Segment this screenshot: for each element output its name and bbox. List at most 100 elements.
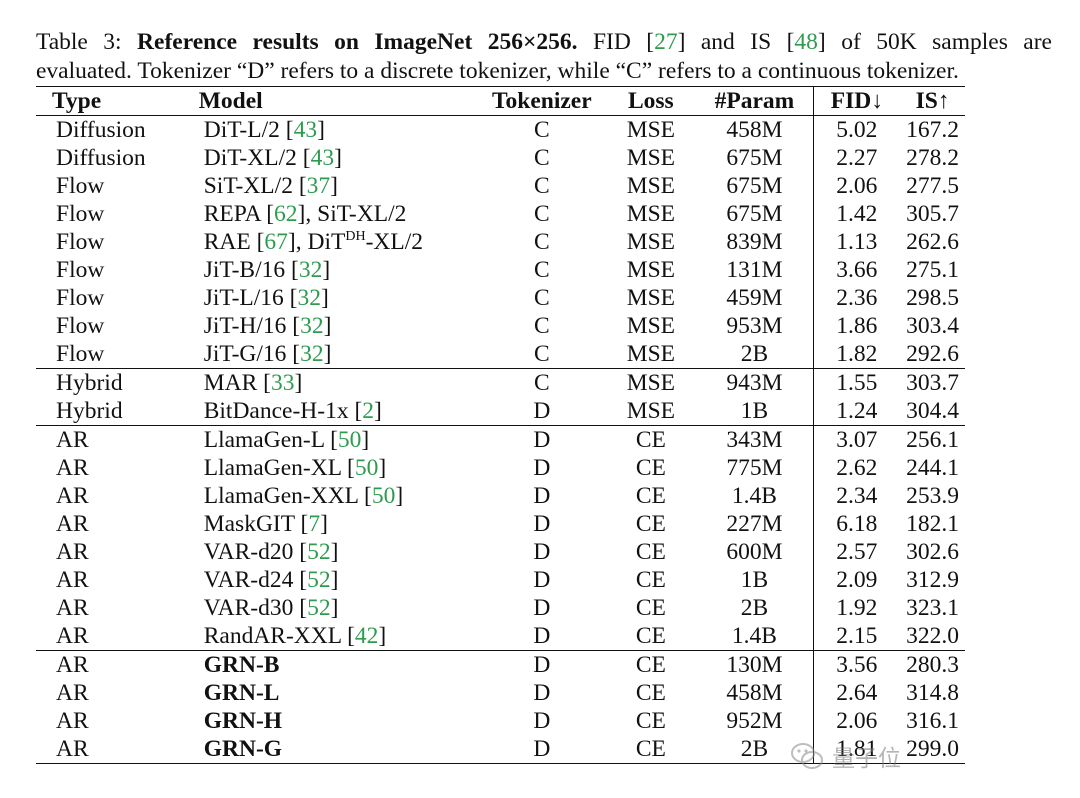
cell-is: 278.2 [900,144,965,172]
citation-link[interactable]: 50 [372,483,396,509]
model-suffix: ] [324,341,332,367]
citation-link[interactable]: 32 [299,257,323,283]
cell-is: 277.5 [900,172,965,200]
cell-type: Flow [36,312,199,340]
citation-link[interactable]: 7 [308,511,320,537]
row-group: Hybrid MAR [33] C MSE 943M 1.55 303.7 Hybrid Bit… [36,369,965,426]
header-is: IS↑ [900,87,965,116]
citation-link[interactable]: 52 [307,595,331,621]
cell-param: 1.4B [696,622,813,651]
model-name: MAR [ [204,370,271,396]
cell-type: Flow [36,340,199,369]
cell-type: AR [36,426,199,455]
cell-model: LlamaGen-XXL [50] [199,482,479,510]
cell-loss: CE [605,735,696,764]
model-name: DiT-XL/2 [ [204,145,311,171]
citation-link[interactable]: 37 [307,173,331,199]
cell-loss: MSE [605,312,696,340]
citation-link[interactable]: 2 [362,398,374,424]
citation-link[interactable]: 48 [794,29,818,55]
table-row: Flow SiT-XL/2 [37] C MSE 675M 2.06 277.5 [36,172,965,200]
cell-param: 600M [696,538,813,566]
citation-link[interactable]: 67 [264,229,288,255]
cell-is: 292.6 [900,340,965,369]
citation-link[interactable]: 32 [298,285,322,311]
cell-param: 775M [696,454,813,482]
cell-loss: MSE [605,144,696,172]
cell-loss: CE [605,538,696,566]
model-suffix: ] [334,145,342,171]
citation-link[interactable]: 33 [271,370,295,396]
cell-tokenizer: C [478,312,605,340]
cell-param: 675M [696,200,813,228]
model-name: SiT-XL/2 [ [204,173,307,199]
caption-line-2: evaluated. Tokenizer “D” refers to a dis… [36,57,1052,86]
cell-is: 299.0 [900,735,965,764]
cell-loss: MSE [605,228,696,256]
header-fid: FID↓ [813,87,900,116]
citation-link[interactable]: 52 [307,567,331,593]
cell-tokenizer: D [478,594,605,622]
citation-link[interactable]: 32 [300,313,324,339]
cell-is: 305.7 [900,200,965,228]
cell-type: Hybrid [36,397,199,426]
citation-link[interactable]: 32 [300,341,324,367]
cell-type: AR [36,566,199,594]
cell-is: 256.1 [900,426,965,455]
cell-is: 304.4 [900,397,965,426]
cell-is: 314.8 [900,679,965,707]
cell-model: DiT-XL/2 [43] [199,144,479,172]
cell-model: VAR-d30 [52] [199,594,479,622]
model-name: LlamaGen-L [ [204,427,338,453]
cell-param: 953M [696,312,813,340]
citation-link[interactable]: 43 [294,117,318,143]
cell-loss: CE [605,594,696,622]
cell-loss: CE [605,510,696,538]
table-header: Type Model Tokenizer Loss #Param FID↓ IS… [36,87,965,116]
citation-link[interactable]: 52 [307,539,331,565]
cell-fid: 6.18 [813,510,900,538]
caption-text: FID [ [578,29,655,55]
citation-link[interactable]: 43 [311,145,335,171]
cell-fid: 3.07 [813,426,900,455]
cell-fid: 2.34 [813,482,900,510]
cell-loss: CE [605,651,696,680]
citation-link[interactable]: 50 [355,455,379,481]
cell-type: AR [36,510,199,538]
cell-loss: CE [605,622,696,651]
cell-is: 298.5 [900,284,965,312]
cell-model: REPA [62], SiT-XL/2 [199,200,479,228]
model-suffix: ] [331,539,339,565]
citation-link[interactable]: 62 [274,201,298,227]
citation-link[interactable]: 50 [338,427,362,453]
header-loss: Loss [605,87,696,116]
cell-param: 675M [696,172,813,200]
cell-fid: 1.55 [813,369,900,398]
cell-tokenizer: D [478,651,605,680]
model-name: REPA [ [204,201,274,227]
cell-tokenizer: D [478,735,605,764]
table-row: Flow REPA [62], SiT-XL/2 C MSE 675M 1.42 305.7 [36,200,965,228]
cell-tokenizer: C [478,144,605,172]
model-suffix: ] [322,257,330,283]
cell-param: 458M [696,679,813,707]
cell-is: 303.7 [900,369,965,398]
wechat-icon [790,739,824,773]
citation-link[interactable]: 42 [355,623,379,649]
cell-type: AR [36,651,199,680]
model-suffix: ] [320,511,328,537]
model-suffix: ], DiT [288,229,345,255]
model-name: RAE [ [204,229,265,255]
citation-link[interactable]: 27 [654,29,678,55]
cell-model: LlamaGen-XL [50] [199,454,479,482]
cell-is: 312.9 [900,566,965,594]
caption-label: Table 3: [36,29,137,55]
cell-type: Flow [36,200,199,228]
cell-fid: 1.24 [813,397,900,426]
model-name: RandAR-XXL [ [204,623,355,649]
header-param: #Param [696,87,813,116]
cell-param: 130M [696,651,813,680]
cell-model: JiT-H/16 [32] [199,312,479,340]
table-row: Flow JiT-G/16 [32] C MSE 2B 1.82 292.6 [36,340,965,369]
cell-type: AR [36,482,199,510]
